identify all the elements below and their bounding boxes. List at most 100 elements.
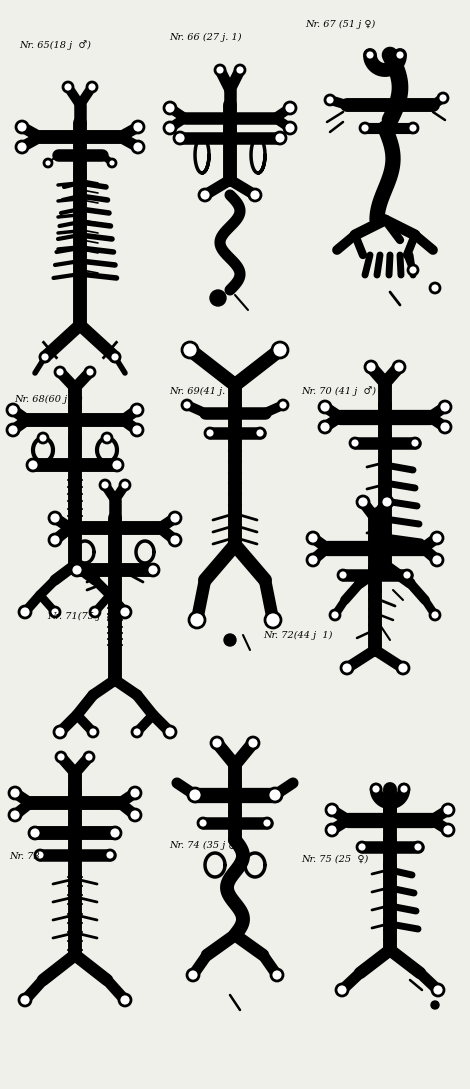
Text: Nr. 72(44 j  1): Nr. 72(44 j 1) xyxy=(263,631,333,639)
Circle shape xyxy=(182,342,198,358)
Text: Nr. 67 (51 j ♀): Nr. 67 (51 j ♀) xyxy=(306,20,376,28)
Circle shape xyxy=(432,984,444,996)
Circle shape xyxy=(325,95,335,105)
Circle shape xyxy=(19,605,31,617)
Circle shape xyxy=(71,564,83,576)
Circle shape xyxy=(350,438,360,448)
Circle shape xyxy=(147,564,159,576)
Circle shape xyxy=(393,360,405,374)
Circle shape xyxy=(132,140,144,152)
Circle shape xyxy=(399,784,409,794)
Circle shape xyxy=(164,726,176,738)
Text: Nr. 74 (35 j ♁): Nr. 74 (35 j ♁) xyxy=(169,841,239,849)
Circle shape xyxy=(371,784,381,794)
Circle shape xyxy=(268,788,282,802)
Circle shape xyxy=(431,1001,439,1010)
Circle shape xyxy=(210,290,226,306)
Text: Nr. 75 (25  ♀): Nr. 75 (25 ♀) xyxy=(301,855,368,864)
Circle shape xyxy=(439,421,451,433)
Text: Nr. 69(41 j. ♁): Nr. 69(41 j. ♁) xyxy=(169,387,239,395)
Circle shape xyxy=(357,495,369,507)
Circle shape xyxy=(235,65,245,75)
Circle shape xyxy=(430,283,440,293)
Circle shape xyxy=(431,554,443,566)
Circle shape xyxy=(408,123,418,133)
Circle shape xyxy=(131,424,143,436)
Text: Nr. 68(60 j ♂): Nr. 68(60 j ♂) xyxy=(14,394,83,404)
Circle shape xyxy=(430,610,440,620)
Circle shape xyxy=(307,554,319,566)
Circle shape xyxy=(272,342,288,358)
Circle shape xyxy=(274,132,286,144)
Circle shape xyxy=(7,424,19,436)
Circle shape xyxy=(397,662,409,674)
Text: Nr. 65(18 j  ♂): Nr. 65(18 j ♂) xyxy=(19,40,91,50)
Circle shape xyxy=(120,480,130,490)
Circle shape xyxy=(111,458,123,472)
Circle shape xyxy=(255,428,265,438)
Circle shape xyxy=(132,121,144,133)
Circle shape xyxy=(132,727,142,737)
Circle shape xyxy=(442,824,454,836)
Circle shape xyxy=(119,605,131,617)
Circle shape xyxy=(102,433,112,443)
Circle shape xyxy=(338,570,348,580)
Circle shape xyxy=(27,458,39,472)
Circle shape xyxy=(119,994,131,1006)
Circle shape xyxy=(108,159,116,167)
Circle shape xyxy=(402,570,412,580)
Circle shape xyxy=(188,788,202,802)
Circle shape xyxy=(164,122,176,134)
Circle shape xyxy=(44,159,52,167)
Circle shape xyxy=(110,352,120,362)
Circle shape xyxy=(365,360,377,374)
Circle shape xyxy=(442,804,454,816)
Circle shape xyxy=(336,984,348,996)
Circle shape xyxy=(56,752,66,762)
Circle shape xyxy=(35,851,45,860)
Circle shape xyxy=(284,102,296,114)
Circle shape xyxy=(381,495,393,507)
Circle shape xyxy=(88,727,98,737)
Circle shape xyxy=(365,50,375,60)
Circle shape xyxy=(9,787,21,799)
Circle shape xyxy=(19,994,31,1006)
Circle shape xyxy=(187,969,199,981)
Circle shape xyxy=(38,433,48,443)
Circle shape xyxy=(326,824,338,836)
Text: Nr. 66 (27 j. 1): Nr. 66 (27 j. 1) xyxy=(169,33,242,41)
Circle shape xyxy=(319,421,331,433)
Text: Nr. 70 (41 j  ♂): Nr. 70 (41 j ♂) xyxy=(301,387,376,396)
Circle shape xyxy=(341,662,353,674)
Circle shape xyxy=(413,842,423,852)
Circle shape xyxy=(330,610,340,620)
Circle shape xyxy=(265,612,281,628)
Circle shape xyxy=(29,827,41,839)
Circle shape xyxy=(84,752,94,762)
Circle shape xyxy=(174,132,186,144)
Circle shape xyxy=(100,480,110,490)
Circle shape xyxy=(410,438,420,448)
Circle shape xyxy=(247,737,259,749)
Circle shape xyxy=(438,93,448,103)
Text: Nr. 73 (27 j. 1): Nr. 73 (27 j. 1) xyxy=(9,852,82,860)
Circle shape xyxy=(7,404,19,416)
Circle shape xyxy=(129,787,141,799)
Circle shape xyxy=(87,82,97,91)
Circle shape xyxy=(198,818,208,828)
Circle shape xyxy=(211,737,223,749)
Circle shape xyxy=(439,401,451,413)
Circle shape xyxy=(90,607,100,617)
Circle shape xyxy=(284,122,296,134)
Circle shape xyxy=(271,969,283,981)
Circle shape xyxy=(431,533,443,544)
Circle shape xyxy=(205,428,215,438)
Circle shape xyxy=(307,533,319,544)
Circle shape xyxy=(105,851,115,860)
Circle shape xyxy=(215,65,225,75)
Circle shape xyxy=(169,534,181,546)
Circle shape xyxy=(169,512,181,524)
Circle shape xyxy=(40,352,50,362)
Circle shape xyxy=(16,121,28,133)
Circle shape xyxy=(326,804,338,816)
